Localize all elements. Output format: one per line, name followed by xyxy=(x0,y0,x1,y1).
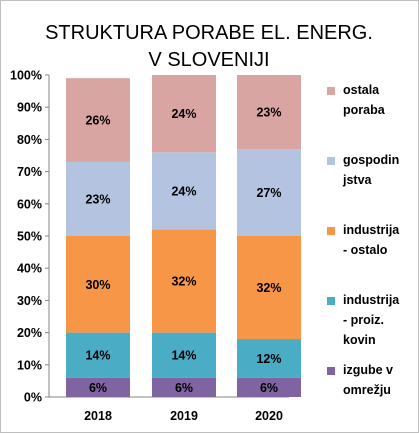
bar-segment xyxy=(66,161,130,236)
legend-label: poraba xyxy=(343,103,386,117)
bar-value-label: 32% xyxy=(171,275,196,289)
legend-label: - proiz. xyxy=(343,313,384,327)
legend-label: gospodin xyxy=(343,153,399,167)
bar-segment xyxy=(66,78,130,162)
legend-swatch xyxy=(327,227,335,235)
chart-title-line: V SLOVENIJI xyxy=(148,49,269,71)
bar-value-label: 24% xyxy=(171,184,196,198)
chart-legend: ostala poraba gospodin jstva industrija - ost… xyxy=(327,83,400,397)
bar-value-label: 24% xyxy=(171,107,196,121)
y-tick-label: 90% xyxy=(17,101,42,115)
legend-swatch xyxy=(327,367,335,375)
legend-label: - ostalo xyxy=(343,243,388,257)
bar-segment xyxy=(66,332,130,378)
chart-axes: 0% 10% 20% 30% 40% 50% 60% 70% 80% 90% 100% xyxy=(10,69,289,405)
y-tick-label: 0% xyxy=(24,391,42,405)
y-tick-label: 60% xyxy=(17,197,42,211)
legend-label: industrija xyxy=(343,223,400,237)
bar-value-label: 6% xyxy=(89,381,107,395)
bar-segment xyxy=(237,377,301,397)
legend-label: ostala xyxy=(343,83,380,97)
chart-title: STRUKTURA PORABE EL. ENERG. V SLOVENIJI xyxy=(45,22,373,71)
x-tick-label: 2020 xyxy=(255,409,283,423)
chart-bars: 6% 14% 30% 23% 26% 2018 6% 14% 32% 24% 24% 2019 6% 12… xyxy=(66,75,301,423)
bar-value-label: 6% xyxy=(260,381,278,395)
bar-value-label: 26% xyxy=(85,114,110,128)
bar-value-label: 27% xyxy=(256,186,281,200)
legend-label: izgube v xyxy=(343,363,393,377)
y-tick-label: 100% xyxy=(10,69,42,83)
legend-label: industrija xyxy=(343,293,400,307)
bar-value-label: 30% xyxy=(85,278,110,292)
x-tick-label: 2018 xyxy=(84,409,112,423)
bar-value-label: 14% xyxy=(85,349,110,363)
bar-segment xyxy=(66,236,130,333)
bar-value-label: 32% xyxy=(256,281,281,295)
bar-segment xyxy=(152,332,216,378)
bar-value-label: 12% xyxy=(256,352,281,366)
bar-value-label: 14% xyxy=(171,349,196,363)
bar-segment xyxy=(152,152,216,230)
bar-segment xyxy=(152,75,216,153)
bar-segment xyxy=(152,377,216,397)
bar-segment xyxy=(152,229,216,333)
bar-segment xyxy=(237,339,301,378)
chart-title-line: STRUKTURA PORABE EL. ENERG. xyxy=(45,22,373,44)
y-tick-label: 80% xyxy=(17,133,42,147)
y-tick-label: 30% xyxy=(17,294,42,308)
legend-label: kovin xyxy=(343,333,376,347)
bar-value-label: 6% xyxy=(175,381,193,395)
legend-label: omrežju xyxy=(343,383,391,397)
bar-segment xyxy=(237,75,301,150)
legend-label: jstva xyxy=(342,173,373,187)
bar-value-label: 23% xyxy=(85,192,110,206)
y-tick-label: 20% xyxy=(17,326,42,340)
bar-segment xyxy=(237,236,301,340)
x-tick-label: 2019 xyxy=(170,409,198,423)
bar-segment xyxy=(237,149,301,236)
bar-value-label: 23% xyxy=(256,106,281,120)
bar-segment xyxy=(66,377,130,397)
y-tick-label: 40% xyxy=(17,262,42,276)
y-tick-label: 70% xyxy=(17,165,42,179)
y-tick-label: 10% xyxy=(17,358,42,372)
legend-swatch xyxy=(327,157,335,165)
y-tick-label: 50% xyxy=(17,230,42,244)
legend-swatch xyxy=(327,87,335,95)
legend-swatch xyxy=(327,297,335,305)
